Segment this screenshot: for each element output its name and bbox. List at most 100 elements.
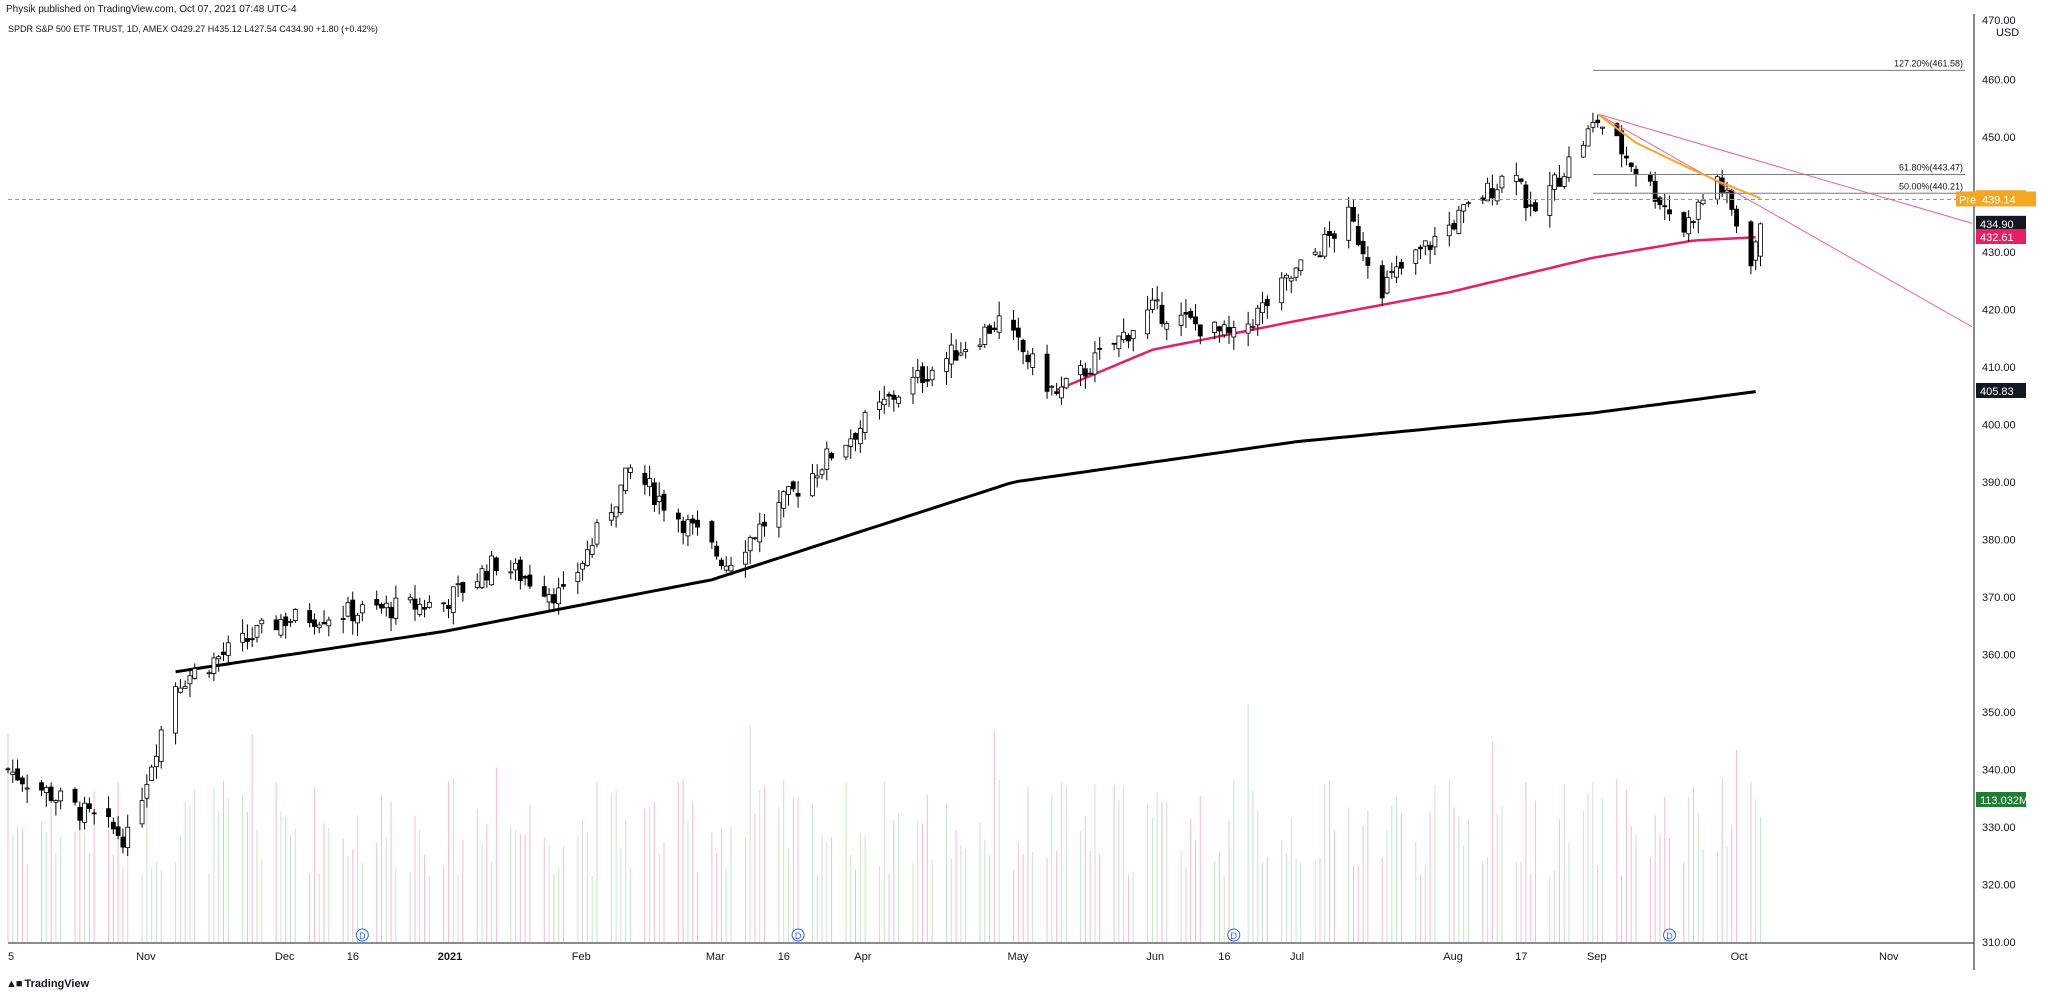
candle-body xyxy=(1212,321,1218,333)
candle-body xyxy=(1293,267,1299,278)
price-tick-label: 310.00 xyxy=(1982,937,2016,949)
candle-body xyxy=(48,786,54,801)
price-tick-label: 340.00 xyxy=(1982,765,2016,777)
candle-body xyxy=(1250,325,1256,328)
candle-body xyxy=(953,350,959,361)
candle-body xyxy=(1489,188,1495,199)
candle-body xyxy=(206,672,212,675)
price-tick-label: 380.00 xyxy=(1982,535,2016,547)
candle-body xyxy=(115,826,121,836)
candle-body xyxy=(273,619,279,631)
candle-body xyxy=(1624,155,1629,159)
candle-body xyxy=(91,812,97,815)
candle-body xyxy=(1221,324,1227,336)
candle-body xyxy=(853,433,858,440)
candle-body xyxy=(1379,265,1385,299)
price-tick-label: 350.00 xyxy=(1982,707,2016,719)
candle-body xyxy=(977,344,983,347)
candle-body xyxy=(441,602,447,605)
candle-body xyxy=(728,564,734,572)
candle-body xyxy=(1700,199,1706,205)
candle-body xyxy=(920,366,925,384)
time-tick-label: May xyxy=(1008,951,1029,963)
candle-body xyxy=(790,481,796,490)
candle-body xyxy=(695,519,700,528)
candle-body xyxy=(522,575,528,579)
candle-body xyxy=(824,448,830,470)
candle-body xyxy=(1528,204,1534,207)
candle-body xyxy=(690,518,696,524)
published-by-text: Physik published on TradingView.com, Oct… xyxy=(6,4,297,15)
candle-body xyxy=(929,369,935,381)
candle-body xyxy=(819,469,825,475)
candle-body xyxy=(1389,271,1395,273)
price-tick-label: 430.00 xyxy=(1982,247,2016,259)
candle-body xyxy=(1556,177,1562,187)
candle-body xyxy=(19,777,25,785)
price-tick-label: 320.00 xyxy=(1982,880,2016,892)
candle-body xyxy=(254,625,260,638)
candle-body xyxy=(1753,241,1759,261)
candle-body xyxy=(321,622,327,625)
candle-body xyxy=(685,519,691,537)
candle-body xyxy=(82,802,88,823)
candle-body xyxy=(292,609,298,622)
tradingview-logo-text: TradingView xyxy=(24,978,90,990)
candle-body xyxy=(5,768,11,771)
candle-body xyxy=(407,596,413,601)
candle-body xyxy=(987,325,992,334)
candle-body xyxy=(1758,223,1763,257)
time-tick-label: Mar xyxy=(706,951,725,963)
candle-body xyxy=(628,467,633,473)
fib-level-label: 127.20%(461.58) xyxy=(1894,58,1963,68)
candle-body xyxy=(1657,197,1663,205)
time-tick-label: 5 xyxy=(8,951,14,963)
time-tick-label: 2021 xyxy=(438,951,462,963)
price-tick-label: 420.00 xyxy=(1982,305,2016,317)
candle-body xyxy=(474,581,480,588)
candle-body xyxy=(561,584,566,587)
candle-body xyxy=(1456,209,1462,234)
candle-body xyxy=(541,586,547,597)
candle-body xyxy=(154,755,159,768)
candle-body xyxy=(1628,162,1634,168)
candle-body xyxy=(1149,299,1155,310)
candle-body xyxy=(848,438,854,447)
candle-body xyxy=(1015,327,1021,338)
candle-body xyxy=(781,491,787,509)
candle-body xyxy=(460,582,466,593)
candle-body xyxy=(249,638,255,641)
candle-body xyxy=(1331,233,1337,239)
candle-body xyxy=(192,668,198,679)
candle-body xyxy=(43,787,49,794)
candle-body xyxy=(283,616,289,627)
candle-body xyxy=(426,601,432,608)
candle-body xyxy=(1681,212,1687,233)
time-tick-label: Dec xyxy=(275,951,295,963)
time-tick-label: 16 xyxy=(347,951,359,963)
candle-body xyxy=(1082,368,1088,377)
candle-body xyxy=(1054,391,1060,394)
moving-average-line xyxy=(175,390,1756,674)
candle-body xyxy=(513,562,518,571)
price-label-text: 405.83 xyxy=(1980,386,2014,398)
candle-body xyxy=(1595,119,1601,124)
price-label-box xyxy=(1976,228,2026,244)
fib-level-label: 50.00%(440.21) xyxy=(1899,181,1963,191)
candle-body xyxy=(580,563,585,570)
candle-body xyxy=(1049,385,1055,388)
tradingview-logo[interactable]: ▲■ TradingView xyxy=(6,978,89,990)
candle-body xyxy=(757,523,763,543)
candle-body xyxy=(1279,277,1285,304)
candle-body xyxy=(589,545,595,555)
price-tick-label: 410.00 xyxy=(1982,362,2016,374)
time-tick-label: Aug xyxy=(1443,951,1463,963)
candle-body xyxy=(1600,126,1605,129)
candle-body xyxy=(1231,327,1237,338)
candle-body xyxy=(1533,202,1538,212)
candle-body xyxy=(829,452,834,459)
candle-body xyxy=(1652,181,1658,202)
dividend-label: D xyxy=(795,931,802,941)
